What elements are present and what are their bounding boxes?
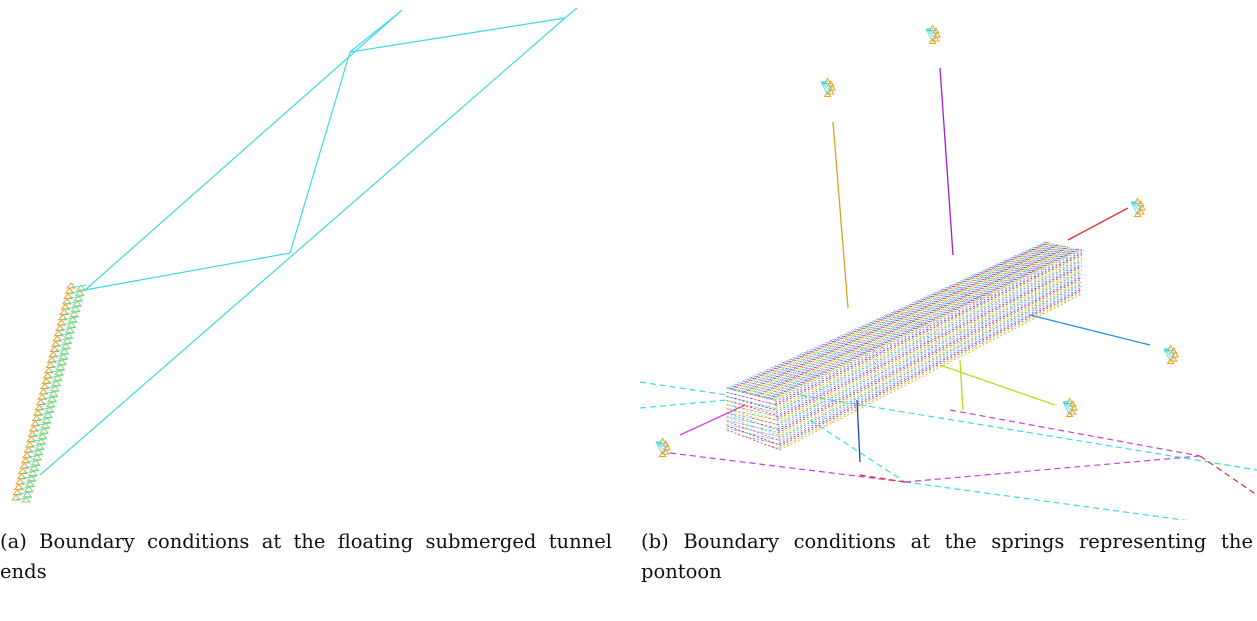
caption: (a) Boundary conditions at the floating … xyxy=(0,527,612,587)
spring-supports xyxy=(656,25,1178,456)
pontoon-model xyxy=(640,68,1257,520)
figure-drawings xyxy=(0,0,1257,520)
tunnel-end-supports xyxy=(12,283,87,502)
page: (a) Boundary conditions at the floating … xyxy=(0,0,1257,621)
caption: (b) Boundary conditions at the springs r… xyxy=(641,527,1253,587)
tunnel-model xyxy=(40,8,577,475)
